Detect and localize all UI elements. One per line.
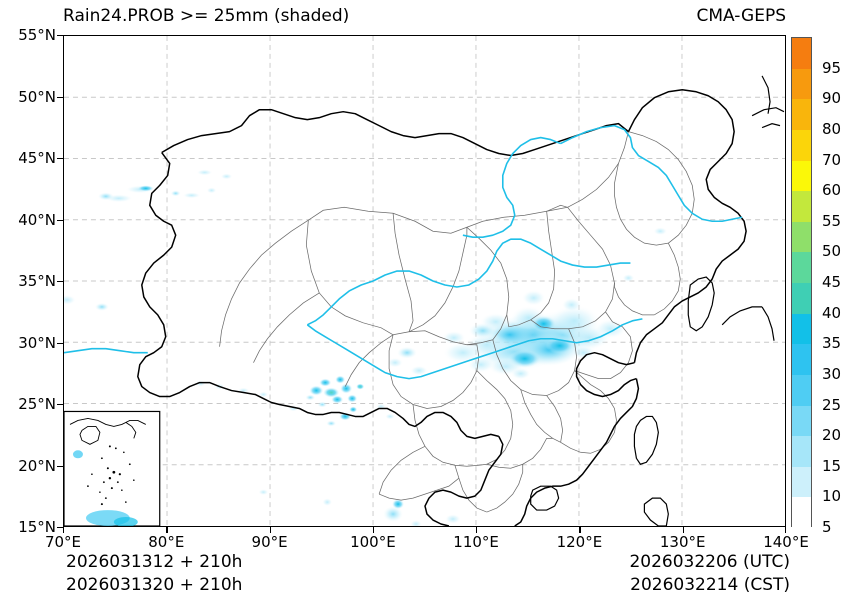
xtick-mark bbox=[682, 527, 684, 533]
colorbar-segment bbox=[792, 466, 811, 499]
colorbar-segment bbox=[792, 99, 811, 131]
colorbar-segment bbox=[792, 38, 811, 70]
xtick-label: 110°E bbox=[453, 533, 499, 551]
ytick-label: 45°N bbox=[18, 149, 56, 167]
colorbar-segment bbox=[792, 374, 811, 407]
national-border bbox=[137, 89, 747, 526]
precip-probability-shading bbox=[64, 169, 668, 526]
colorbar-tick-label: 55 bbox=[822, 211, 842, 230]
colorbar-segment bbox=[792, 129, 811, 162]
xtick-label: 130°E bbox=[659, 533, 706, 551]
footer-init-cst: 2026031320 + 210h bbox=[66, 575, 243, 595]
ytick-mark bbox=[57, 465, 63, 467]
colorbar-tick-label: 80 bbox=[822, 119, 842, 138]
model-label: CMA-GEPS bbox=[696, 6, 786, 26]
colorbar-segment bbox=[792, 283, 811, 315]
ytick-mark bbox=[57, 158, 63, 160]
xtick-label: 100°E bbox=[350, 533, 396, 551]
xtick-label: 90°E bbox=[251, 533, 288, 551]
colorbar-segment bbox=[792, 68, 811, 101]
south-china-sea-inset bbox=[64, 410, 161, 526]
footer-valid-utc: 2026032206 (UTC) bbox=[629, 552, 790, 572]
xtick-label: 80°E bbox=[148, 533, 185, 551]
footer-init-utc: 2026031312 + 210h bbox=[66, 552, 243, 572]
colorbar-tick-label: 60 bbox=[822, 181, 842, 200]
ytick-label: 20°N bbox=[18, 456, 56, 475]
colorbar-segment bbox=[792, 497, 811, 528]
ytick-label: 50°N bbox=[18, 87, 56, 106]
colorbar-tick-label: 45 bbox=[822, 273, 842, 291]
ytick-mark bbox=[57, 96, 63, 98]
xtick-mark bbox=[372, 527, 375, 533]
colorbar-segment bbox=[792, 405, 811, 438]
colorbar-tick-label: 35 bbox=[822, 334, 842, 353]
islands bbox=[530, 75, 785, 526]
colorbar-segment bbox=[792, 436, 811, 468]
map-plot-area bbox=[63, 35, 786, 527]
xtick-mark bbox=[476, 527, 478, 533]
page-title: Rain24.PROB >= 25mm (shaded) bbox=[63, 6, 350, 26]
ytick-label: 30°N bbox=[18, 333, 56, 352]
ytick-mark bbox=[57, 35, 63, 37]
ytick-mark bbox=[57, 219, 63, 221]
ytick-label: 15°N bbox=[18, 518, 56, 536]
xtick-mark bbox=[785, 527, 787, 533]
ytick-mark bbox=[57, 281, 63, 283]
ytick-label: 35°N bbox=[18, 272, 56, 290]
colorbar-segment bbox=[792, 221, 811, 254]
ytick-label: 55°N bbox=[18, 26, 56, 44]
footer-valid-cst: 2026032214 (CST) bbox=[630, 575, 790, 595]
colorbar-segment bbox=[792, 252, 811, 284]
map-canvas bbox=[64, 36, 785, 526]
colorbar-tick-label: 30 bbox=[822, 364, 842, 383]
colorbar-tick-label: 95 bbox=[822, 58, 842, 77]
colorbar-tick-label: 40 bbox=[822, 303, 842, 322]
colorbar-segment bbox=[792, 191, 811, 223]
rivers bbox=[64, 124, 743, 380]
colorbar-tick-label: 5 bbox=[822, 518, 832, 536]
ytick-mark bbox=[57, 527, 63, 529]
xtick-mark bbox=[166, 527, 168, 533]
colorbar-tick-label: 10 bbox=[822, 487, 842, 506]
colorbar bbox=[791, 37, 812, 528]
colorbar-tick-label: 20 bbox=[822, 426, 842, 445]
xtick-label: 140°E bbox=[763, 533, 809, 551]
colorbar-segment bbox=[792, 344, 811, 376]
colorbar-tick-label: 90 bbox=[822, 89, 842, 108]
xtick-mark bbox=[579, 527, 581, 533]
colorbar-tick-label: 25 bbox=[822, 395, 842, 414]
ytick-label: 40°N bbox=[18, 210, 56, 229]
ytick-mark bbox=[57, 342, 63, 344]
colorbar-tick-label: 50 bbox=[822, 242, 842, 261]
xtick-mark bbox=[63, 527, 65, 533]
colorbar-segment bbox=[792, 313, 811, 346]
xtick-label: 70°E bbox=[44, 533, 82, 551]
xtick-mark bbox=[269, 527, 271, 533]
ytick-mark bbox=[57, 404, 63, 406]
colorbar-segment bbox=[792, 160, 811, 193]
xtick-label: 120°E bbox=[556, 533, 603, 551]
colorbar-tick-label: 70 bbox=[822, 150, 842, 169]
ytick-label: 25°N bbox=[18, 395, 56, 413]
colorbar-tick-label: 15 bbox=[822, 456, 842, 475]
